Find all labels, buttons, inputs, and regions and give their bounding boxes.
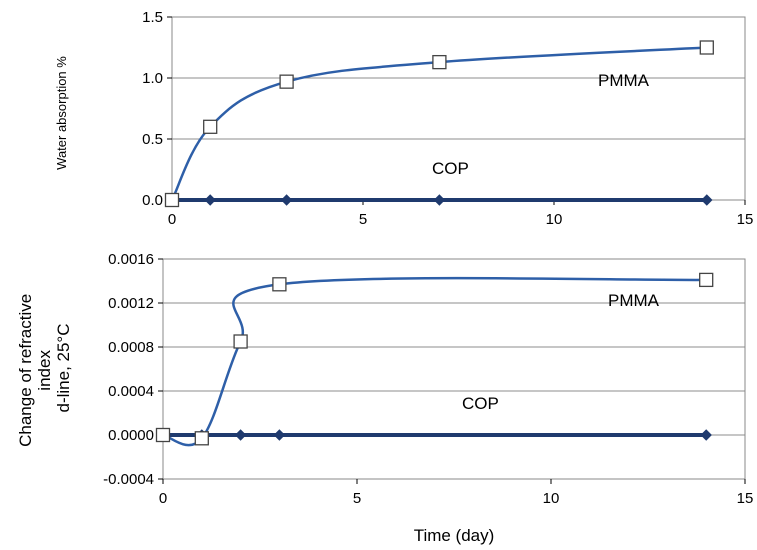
y-tick-labels: 0.0 0.5 1.0 1.5 (142, 9, 172, 209)
data-point-cop (700, 429, 712, 441)
x-axis-label: Time (day) (414, 526, 495, 545)
data-point-pmma (194, 431, 209, 446)
series-group (155, 272, 714, 447)
y-tick-label: 0.0 (142, 192, 163, 209)
x-tick-labels: 0 5 10 15 (168, 200, 754, 228)
y-axis-label-line: Change of refractive (16, 294, 35, 447)
data-point-cop (234, 429, 247, 441)
series-group (164, 40, 714, 208)
data-point-pmma (432, 54, 447, 70)
y-tick-label: -0.0004 (103, 471, 154, 488)
data-point-cop (280, 194, 293, 206)
chart-water-absorption: 0.0 0.5 1.0 1.5 0 5 10 15 PMMA COP Water absor… (54, 9, 753, 228)
annotation-cop: COP (432, 159, 469, 178)
data-point-pmma (699, 272, 714, 288)
data-point-pmma (203, 119, 218, 134)
x-tick-label: 15 (737, 211, 754, 228)
data-point-pmma (233, 334, 248, 349)
y-tick-labels: -0.0004 0.0000 0.0004 0.0008 0.0012 0.0016 (103, 251, 163, 488)
x-tick-label: 5 (353, 490, 361, 507)
data-point-cop (433, 194, 446, 206)
data-point-pmma (699, 40, 714, 55)
data-point-cop (701, 194, 713, 206)
data-point-pmma (279, 74, 294, 89)
data-point-pmma (272, 277, 287, 292)
plot-area-border (162, 258, 746, 480)
y-tick-label: 0.0012 (108, 295, 154, 312)
annotation-pmma: PMMA (598, 71, 650, 90)
y-tick-label: 0.0016 (108, 251, 154, 268)
y-tick-label: 0.0000 (108, 427, 154, 444)
y-axis-label-line: index (35, 350, 54, 391)
data-point-pmma (155, 427, 171, 443)
y-axis-label: Water absorption % (54, 56, 69, 170)
x-tick-labels: 0 5 10 15 (159, 479, 754, 507)
y-tick-label: 1.0 (142, 70, 163, 87)
x-tick-label: 5 (359, 211, 367, 228)
data-point-cop (204, 194, 216, 206)
x-tick-label: 15 (737, 490, 754, 507)
y-tick-label: 0.0008 (108, 339, 154, 356)
x-tick-label: 0 (168, 211, 176, 228)
x-tick-label: 10 (543, 490, 560, 507)
y-tick-label: 0.5 (142, 131, 163, 148)
annotation-pmma: PMMA (608, 291, 660, 310)
chart-refractive-index: -0.0004 0.0000 0.0004 0.0008 0.0012 0.0016 0 5… (16, 251, 753, 545)
y-tick-label: 1.5 (142, 9, 163, 26)
x-tick-label: 10 (546, 211, 563, 228)
data-point-cop (273, 429, 286, 441)
y-axis-label: Change of refractive index d-line, 25°C (16, 289, 73, 447)
y-axis-label-line: d-line, 25°C (54, 323, 73, 412)
x-tick-label: 0 (159, 490, 167, 507)
data-point-pmma (164, 192, 180, 208)
annotation-cop: COP (462, 394, 499, 413)
series-line-pmma (170, 46, 707, 201)
y-tick-label: 0.0004 (108, 383, 154, 400)
